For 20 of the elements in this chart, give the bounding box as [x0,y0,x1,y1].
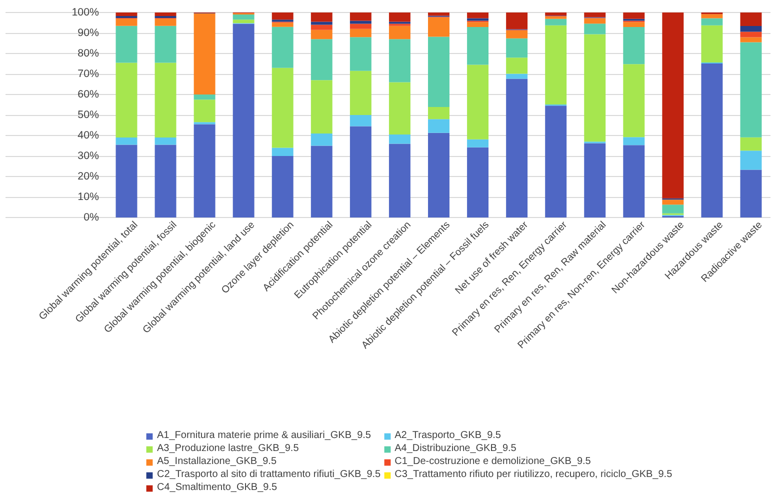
y-tick-label: 50% [78,109,100,121]
y-tick-label: 40% [78,130,100,142]
legend-label: A5_Installazione_GKB_9.5 [157,456,277,467]
y-tick-label: 20% [78,170,100,182]
legend-label: A3_Produzione lastre_GKB_9.5 [157,443,299,454]
y-tick-label: 90% [78,27,100,39]
y-tick-label: 30% [78,150,100,162]
legend-label: C2_Trasporto al sito di trattamento rifiuti_GKB_9.5 [157,469,381,480]
legend-label: A4_Distribuzione_GKB_9.5 [394,443,516,454]
y-tick-label: 100% [72,6,100,18]
legend-label: C3_Trattamento rifiuto per riutilizzo, recupero, riciclo_GKB_9.5 [394,469,672,480]
y-tick-label: 0% [84,212,100,224]
y-tick-label: 70% [78,68,100,80]
legend-label: C4_Smaltimento_GKB_9.5 [157,482,278,493]
legend-label: C1_De-costruzione e demolizione_GKB_9.5 [394,456,591,467]
y-tick-label: 60% [78,88,100,100]
y-tick-label: 80% [78,48,100,60]
legend-label: A2_Trasporto_GKB_9.5 [394,430,501,441]
y-tick-label: 10% [78,191,100,203]
legend-label: A1_Fornitura materie prime & ausiliari_GKB_9.5 [157,430,371,441]
